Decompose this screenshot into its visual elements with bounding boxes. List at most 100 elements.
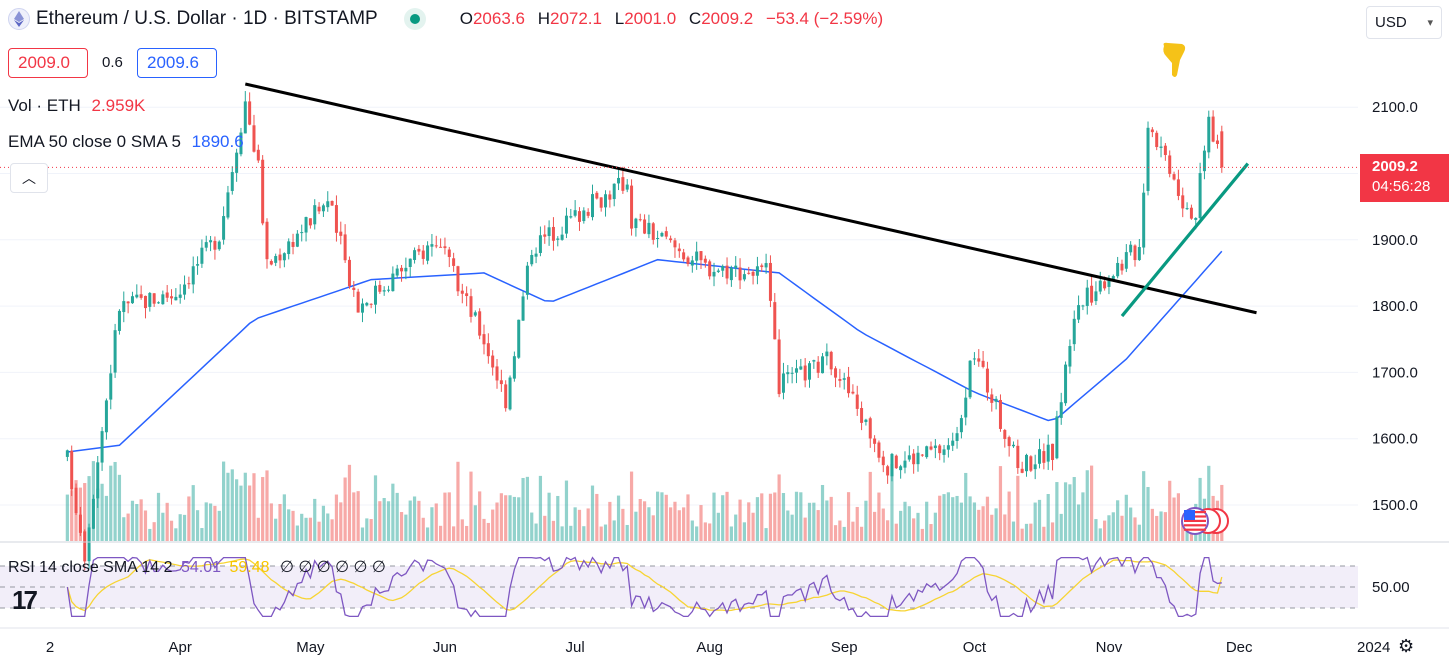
candle-body-2023-03-30 [170,296,174,299]
candle-body-2023-08-16 [773,302,777,340]
candle-body-2023-08-10 [747,272,751,274]
volume-bar-2023-05-16 [373,475,378,541]
volume-bar-2023-05-21 [395,492,399,541]
volume-bar-2023-06-17 [512,496,516,541]
volume-bar-2023-08-29 [829,496,833,541]
candle-body-2023-04-06 [200,247,204,264]
candle-body-2023-07-01 [573,210,577,216]
volume-bar-2023-03-25 [148,528,152,541]
collapse-legend-button[interactable]: ︿ [10,163,48,193]
volume-bar-2023-06-16 [508,495,512,541]
volume-bar-2023-09-21 [929,524,933,541]
volume-bar-2023-09-12 [890,463,894,541]
rsi-legend[interactable]: RSI 14 close SMA 14 2 54.01 59.48 ∅ ∅ ∅ … [8,557,386,577]
x-tick-label-8: Nov [1096,639,1123,656]
volume-bar-2023-04-07 [204,502,208,541]
volume-bar-2023-03-15 [104,495,109,541]
volume-bar-2023-09-27 [955,495,959,541]
candle-body-2023-08-04 [721,265,725,271]
settings-icon[interactable]: ⚙ [1398,636,1415,656]
sell-price-button[interactable]: 2009.0 [8,48,88,78]
candle-body-2023-07-25 [677,248,681,252]
volume-bar-2023-03-26 [152,522,156,541]
volume-bar-2023-11-02 [1111,512,1115,541]
candle-body-2023-10-01 [972,358,976,360]
volume-bar-2023-07-26 [682,507,686,541]
candle-body-2023-04-04 [191,266,195,285]
y-tick-label-4: 1900.0 [1372,232,1418,249]
x-tick-label-0: 2 [46,639,54,656]
volume-bar-2023-05-10 [347,464,352,541]
volume-bar-2023-06-25 [547,492,551,541]
candle-body-2023-03-31 [174,296,178,301]
candle-body-2023-04-24 [278,254,282,261]
candle-body-2023-09-28 [959,418,963,433]
candle-body-2023-03-27 [157,302,160,304]
high-value: 2072.1 [549,9,602,28]
candle-body-2023-08-03 [716,270,720,272]
candle-body-2023-03-16 [109,373,113,400]
candle-body-2023-06-21 [530,254,534,265]
volume-bar-2023-09-16 [907,506,911,541]
candle-body-2023-06-08 [473,312,477,316]
volume-bar-2023-05-25 [412,496,417,541]
candle-body-2023-06-11 [486,343,490,357]
volume-bar-2023-11-16 [1172,497,1176,541]
buy-price-button[interactable]: 2009.6 [137,48,217,78]
flag-stripe-4 [1184,528,1206,531]
volume-bar-2023-06-30 [569,525,573,541]
candle-body-2023-04-27 [291,242,295,247]
volume-bar-2023-11-06 [1129,507,1133,541]
candle-body-2023-06-14 [499,380,503,385]
candle-body-2023-10-28 [1090,285,1094,303]
volume-bar-2023-07-15 [634,511,638,541]
y-tick-label-3: 1800.0 [1372,298,1418,315]
volume-bar-2023-03-14 [100,483,104,541]
volume-bar-2023-10-30 [1098,528,1102,541]
rsi-sma-legend-value: 59.48 [229,559,270,576]
volume-bar-2023-07-06 [595,493,599,541]
candle-body-2023-05-19 [387,289,391,291]
grid [0,106,1358,506]
candle-body-2023-08-08 [738,267,742,281]
candle-body-2023-07-13 [625,184,629,190]
volume-bar-2023-05-19 [386,501,391,541]
candle-body-2023-06-26 [551,226,555,241]
candle-body-2023-08-22 [799,366,803,370]
ema-legend[interactable]: EMA 50 close 0 SMA 5 1890.6 [8,132,244,152]
tradingview-logo[interactable]: 17 [12,585,38,615]
rsi-legend-extras: ∅ ∅ ∅ ∅ ∅ ∅ [279,559,386,576]
x-tick-label-7: Oct [963,639,987,656]
volume-bar-2023-10-03 [981,506,985,541]
market-status-icon[interactable] [403,8,426,30]
candle-body-2023-09-16 [907,455,911,460]
volume-bar-2023-05-24 [408,500,412,541]
currency-select[interactable]: USD ▾ [1366,6,1442,39]
decorations [1163,42,1229,535]
candle-body-2023-03-21 [130,296,134,304]
volume-bar-2023-03-24 [143,510,148,541]
volume-bar-2023-05-31 [439,525,443,541]
candle-body-2023-08-25 [812,360,816,362]
candle-body-2023-03-07 [70,450,74,490]
volume-bar-2023-06-15 [504,495,508,541]
volume-bar-2023-08-14 [764,528,768,541]
symbol-title[interactable]: Ethereum / U.S. Dollar · 1D · BITSTAMP [36,8,378,29]
volume-bar-2023-05-07 [334,494,339,541]
volume-bar-2023-04-15 [239,485,243,541]
chevron-up-icon: ︿ [22,170,36,186]
volume-bar-2023-08-21 [794,491,799,541]
candle-body-2023-09-11 [886,466,890,476]
volume-bar-2023-07-16 [638,498,642,541]
volume-bar-2023-03-23 [139,499,143,541]
candle-body-2023-04-22 [269,261,273,265]
candle-body-2023-06-05 [460,290,464,294]
candle-body-2023-07-14 [630,185,634,229]
candle-body-2023-04-10 [217,241,221,250]
volume-bar-2023-08-20 [790,514,794,541]
volume-bar-2023-09-20 [925,501,929,541]
volume-bar-2023-06-14 [499,493,503,541]
candle-body-2023-05-17 [378,284,382,292]
volume-legend[interactable]: Vol · ETH 2.959K [8,96,145,116]
